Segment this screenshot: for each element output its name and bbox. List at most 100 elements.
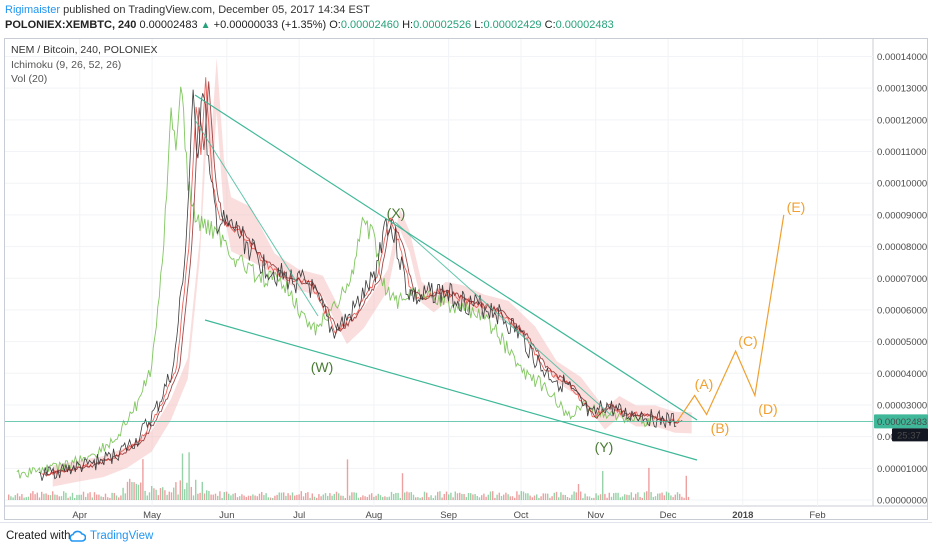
volume-bar (672, 497, 674, 500)
volume-bar (668, 492, 670, 500)
volume-bar (133, 482, 135, 500)
volume-bar (452, 497, 454, 500)
author-link[interactable]: Rigimaister (5, 4, 61, 16)
volume-bar (316, 497, 318, 500)
volume-bar (437, 491, 439, 500)
volume-bar (195, 479, 197, 500)
volume-bar (610, 496, 613, 500)
volume-bar (560, 492, 562, 500)
volume-bar (78, 494, 80, 500)
volume-bar (19, 496, 21, 500)
volume-bar (203, 493, 206, 500)
open-value: 0.00002460 (340, 19, 399, 31)
volume-bar (665, 491, 668, 500)
volume-bar (582, 497, 584, 500)
y-tick-label: 0.00014000 (877, 52, 927, 63)
volume-bar (278, 492, 280, 500)
wave-label: (C) (738, 333, 757, 349)
volume-bar (663, 495, 665, 500)
volume-bar (331, 495, 333, 500)
current-price-label: 0.00002483 (877, 417, 927, 428)
volume-bar (60, 496, 63, 500)
volume-bar (351, 492, 353, 500)
volume-bar (261, 491, 263, 500)
legend-volume[interactable]: Vol (20) (11, 73, 48, 85)
volume-bar (34, 494, 36, 500)
volume-bar (65, 492, 67, 500)
volume-bar (144, 490, 146, 500)
volume-bar (241, 494, 243, 500)
volume-bar (71, 492, 74, 500)
volume-bar (373, 496, 375, 500)
volume-bar (8, 494, 10, 500)
volume-bar (551, 496, 553, 500)
volume-bar (520, 491, 522, 500)
volume-bar (527, 493, 529, 500)
volume-bar (243, 495, 245, 500)
volume-bar (487, 494, 489, 500)
volume-bar (155, 489, 157, 500)
volume-bar (197, 493, 199, 500)
volume-bar (441, 497, 443, 500)
volume-bar (553, 492, 555, 500)
volume-bar (621, 496, 624, 500)
volume-bar (423, 491, 426, 500)
volume-bar (555, 491, 558, 500)
volume-bar (269, 497, 272, 500)
volume-bar (85, 496, 87, 500)
volume-bar (43, 493, 45, 500)
volume-bar (654, 496, 657, 500)
high-value: 0.00002526 (413, 19, 472, 31)
volume-bar (624, 494, 626, 500)
volume-bar (217, 495, 219, 500)
volume-bar (461, 493, 463, 500)
volume-bar (432, 497, 434, 500)
volume-bar (137, 484, 140, 500)
volume-bar (93, 492, 96, 500)
ichimoku-lagging-span (16, 86, 655, 479)
volume-bar (474, 494, 476, 500)
volume-bar (470, 493, 472, 500)
quote-line: POLONIEX:XEMBTC, 240 0.00002483 ▲ +0.000… (5, 18, 614, 33)
volume-bar (360, 497, 362, 500)
volume-bar (544, 493, 547, 500)
tradingview-logo-text[interactable]: TradingView (90, 530, 154, 542)
volume-bar (599, 494, 602, 500)
volume-bar (679, 493, 681, 500)
volume-bar (104, 493, 107, 500)
volume-bar (384, 496, 386, 500)
volume-bar (91, 497, 93, 500)
volume-bar (533, 495, 536, 500)
volume-bar (302, 496, 305, 500)
volume-bar (267, 497, 269, 500)
volume-bar (239, 496, 241, 500)
volume-bar (371, 493, 373, 500)
volume-bar (531, 497, 533, 500)
volume-bar (674, 494, 676, 500)
legend-title[interactable]: NEM / Bitcoin, 240, POLONIEX (11, 44, 158, 56)
volume-bar (661, 492, 663, 500)
volume-bar (115, 495, 118, 500)
volume-bar (657, 493, 659, 500)
volume-bar (82, 491, 85, 500)
high-label: H: (402, 19, 414, 31)
volume-bar (586, 496, 588, 500)
volume-bar (146, 495, 148, 500)
volume-bar (382, 496, 384, 500)
volume-bar (619, 497, 621, 500)
volume-bar (118, 497, 120, 500)
volume-bar (223, 492, 225, 500)
volume-bar (120, 495, 122, 500)
legend-ichimoku[interactable]: Ichimoku (9, 26, 52, 26) (11, 58, 122, 71)
volume-bar (272, 497, 274, 500)
volume-bar (577, 483, 580, 500)
volume-bar (349, 495, 351, 500)
volume-bar (151, 486, 153, 500)
volume-bar (340, 495, 342, 500)
volume-bar (496, 494, 498, 500)
volume-bar (439, 491, 441, 500)
chart-frame (4, 38, 928, 520)
volume-bar (643, 492, 646, 500)
volume-bar (181, 453, 184, 500)
